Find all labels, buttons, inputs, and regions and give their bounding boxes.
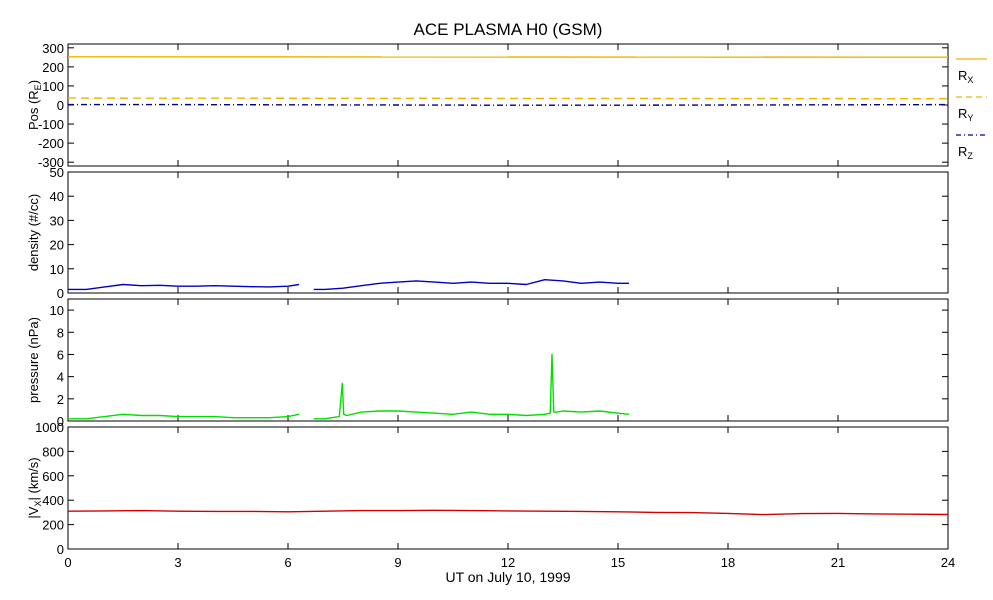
series-density-0 — [68, 283, 300, 291]
y-tick-label-vx: 600 — [42, 469, 64, 484]
y-tick-label-vx: 0 — [57, 542, 64, 557]
y-tick-label-density: 40 — [50, 189, 64, 204]
series-position-2 — [68, 103, 949, 106]
x-tick-label: 12 — [501, 555, 515, 570]
x-tick-label: 21 — [831, 555, 845, 570]
y-tick-label-vx: 200 — [42, 518, 64, 533]
y-axis-label-pressure: pressure (nPa) — [26, 317, 41, 403]
y-tick-label-density: 30 — [50, 213, 64, 228]
y-axis-label-position: Pos (RE) — [26, 80, 43, 130]
x-tick-label: 18 — [721, 555, 735, 570]
y-axis-label-vx: |VX| (km/s) — [26, 457, 43, 518]
chart-title: ACE PLASMA H0 (GSM) — [413, 20, 603, 39]
x-tick-label: 24 — [941, 555, 955, 570]
y-tick-label-position: 100 — [42, 79, 64, 94]
legend-label-2: RZ — [958, 144, 973, 161]
x-tick-label: 9 — [394, 555, 401, 570]
y-tick-label-pressure: 10 — [50, 303, 64, 318]
x-tick-label: 0 — [64, 555, 71, 570]
legend-label-0: RX — [958, 68, 973, 85]
y-tick-label-position: -300 — [38, 155, 64, 170]
y-tick-label-position: 0 — [57, 98, 64, 113]
x-tick-label: 6 — [284, 555, 291, 570]
panel-frame-density — [67, 171, 949, 294]
panel-frame-pressure — [67, 298, 949, 422]
y-tick-label-position: 300 — [42, 41, 64, 56]
series-pressure-0 — [68, 413, 300, 420]
y-tick-label-density: 50 — [50, 165, 64, 180]
series-pressure-1 — [313, 353, 630, 420]
y-tick-label-vx: 1000 — [35, 420, 64, 435]
y-tick-label-pressure: 0 — [57, 414, 64, 429]
legend-label-1: RY — [958, 106, 973, 123]
x-tick-label: 3 — [174, 555, 181, 570]
y-tick-label-position: 200 — [42, 60, 64, 75]
y-tick-label-density: 10 — [50, 262, 64, 277]
y-tick-label-density: 20 — [50, 238, 64, 253]
series-density-1 — [313, 279, 629, 291]
y-tick-label-pressure: 6 — [57, 347, 64, 362]
y-tick-label-pressure: 2 — [57, 392, 64, 407]
y-tick-label-position: -100 — [38, 117, 64, 132]
series-position-1 — [67, 97, 949, 100]
y-tick-label-vx: 800 — [42, 444, 64, 459]
y-tick-label-density: 0 — [57, 286, 64, 301]
series-vx-0 — [67, 509, 949, 516]
y-axis-label-density: density (#/cc) — [26, 194, 41, 271]
x-tick-label: 15 — [611, 555, 625, 570]
y-tick-label-position: -200 — [38, 136, 64, 151]
panel-frame-vx — [67, 426, 949, 550]
y-tick-label-pressure: 4 — [57, 370, 64, 385]
y-tick-label-pressure: 8 — [57, 325, 64, 340]
y-tick-label-vx: 400 — [42, 493, 64, 508]
x-axis-label: UT on July 10, 1999 — [445, 569, 571, 585]
